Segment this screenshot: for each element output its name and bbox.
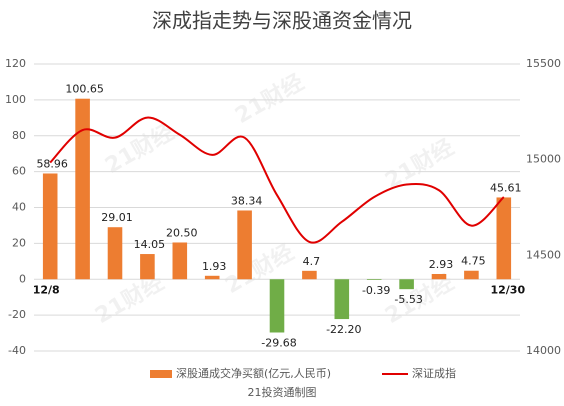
data-label: 45.61 [490, 181, 522, 194]
data-label: -5.53 [394, 293, 422, 306]
bar [172, 242, 188, 280]
y2-tick-label: 14000 [526, 344, 561, 357]
watermark: 21财经 [91, 269, 169, 329]
data-label: 14.05 [134, 238, 166, 251]
line [49, 116, 505, 244]
data-label: 20.50 [166, 226, 198, 239]
y-tick-label: 0 [19, 272, 26, 285]
y-tick-label: 100 [5, 93, 26, 106]
bar [140, 254, 155, 280]
y2-tick-label: 15500 [526, 57, 561, 70]
bar [204, 275, 220, 280]
bar [366, 279, 382, 280]
watermark: 21财经 [231, 69, 309, 129]
bar [269, 279, 285, 333]
legend-label: 深股通成交净买额(亿元,人民币) [176, 366, 331, 380]
data-label: -22.20 [326, 323, 361, 336]
data-label: 100.65 [65, 83, 104, 96]
watermark: 21财经 [101, 119, 179, 179]
y-tick-label: -40 [8, 344, 26, 357]
y-tick-label: 80 [12, 129, 26, 142]
watermark: 21财经 [221, 239, 299, 299]
legend-label: 深证成指 [412, 366, 456, 380]
data-label: 38.34 [231, 194, 263, 207]
x-tick-label: 12/8 [33, 283, 60, 296]
data-label: 4.75 [461, 255, 486, 268]
bar [75, 98, 90, 280]
bar [107, 227, 123, 280]
data-label: 4.7 [303, 255, 321, 268]
bar [464, 270, 479, 280]
legend-swatch [150, 370, 172, 378]
chart-title: 深成指走势与深股通资金情况 [152, 9, 412, 33]
bar [431, 273, 447, 280]
data-label: -0.39 [362, 284, 390, 297]
y2-tick-label: 15000 [526, 153, 561, 166]
y2-tick-label: 14500 [526, 248, 561, 261]
data-label: 29.01 [101, 211, 133, 224]
y-tick-label: 20 [12, 236, 26, 249]
source: 21投资通制图 [248, 385, 317, 399]
bar [334, 279, 350, 320]
y-tick-label: 120 [5, 57, 26, 70]
bar [496, 197, 512, 280]
y-tick-label: -20 [8, 308, 26, 321]
bar [237, 210, 252, 280]
data-label: -29.68 [261, 336, 296, 349]
x-tick-label: 12/30 [490, 283, 525, 296]
y-tick-label: 40 [12, 201, 26, 214]
data-label: 58.96 [36, 157, 68, 170]
bar [302, 270, 317, 280]
data-label: 1.93 [202, 260, 227, 273]
bar [399, 279, 414, 290]
data-label: 2.93 [429, 258, 454, 271]
bar [42, 173, 58, 280]
y-tick-label: 60 [12, 165, 26, 178]
